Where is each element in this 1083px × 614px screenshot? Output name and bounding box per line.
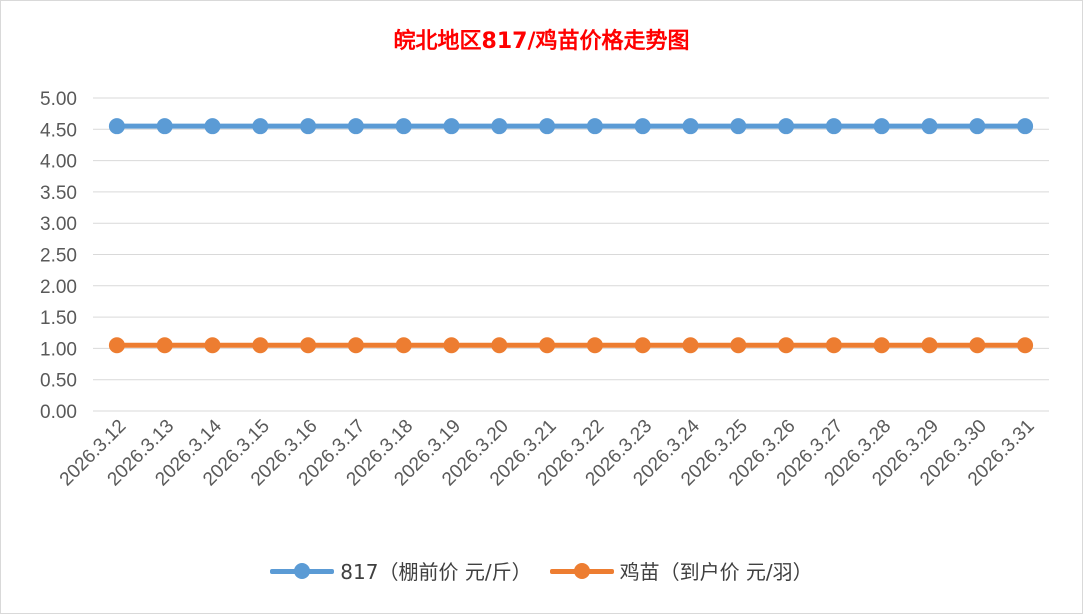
data-point bbox=[347, 337, 364, 354]
data-point bbox=[300, 118, 317, 135]
y-tick-label: 5.00 bbox=[40, 89, 77, 110]
data-point bbox=[300, 337, 317, 354]
legend-label-chick: 鸡苗（到户价 元/羽） bbox=[619, 560, 813, 584]
data-point bbox=[491, 118, 508, 135]
legend-item-817: 817（棚前价 元/斤） bbox=[270, 556, 532, 585]
data-point bbox=[586, 337, 603, 354]
legend-marker-chick bbox=[549, 559, 614, 583]
data-point bbox=[204, 118, 221, 135]
y-tick-label: 0.50 bbox=[40, 371, 77, 392]
data-point bbox=[1017, 118, 1034, 135]
data-point bbox=[443, 337, 460, 354]
y-tick-label: 1.00 bbox=[40, 339, 77, 360]
data-point bbox=[252, 337, 269, 354]
y-tick-label: 4.00 bbox=[40, 152, 77, 173]
data-point bbox=[1017, 337, 1034, 354]
data-point bbox=[347, 118, 364, 135]
legend-label-817: 817（棚前价 元/斤） bbox=[340, 560, 532, 584]
data-point bbox=[586, 118, 603, 135]
y-tick-label: 4.50 bbox=[40, 120, 77, 141]
legend-marker-817 bbox=[270, 559, 335, 583]
data-point bbox=[778, 118, 795, 135]
legend-item-chick: 鸡苗（到户价 元/羽） bbox=[549, 556, 813, 585]
data-point bbox=[156, 118, 173, 135]
data-point bbox=[921, 337, 938, 354]
legend: 817（棚前价 元/斤） 鸡苗（到户价 元/羽） bbox=[1, 556, 1082, 585]
data-point bbox=[156, 337, 173, 354]
data-point bbox=[539, 118, 556, 135]
y-tick-label: 3.50 bbox=[40, 183, 77, 204]
data-point bbox=[108, 118, 125, 135]
data-point bbox=[969, 337, 986, 354]
data-point bbox=[730, 337, 747, 354]
data-point bbox=[921, 118, 938, 135]
data-point bbox=[969, 118, 986, 135]
data-point bbox=[395, 118, 412, 135]
data-point bbox=[873, 337, 890, 354]
y-tick-label: 1.50 bbox=[40, 308, 77, 329]
data-point bbox=[682, 118, 699, 135]
y-tick-label: 0.00 bbox=[40, 402, 77, 423]
data-point bbox=[539, 337, 556, 354]
data-point bbox=[252, 118, 269, 135]
data-point bbox=[491, 337, 508, 354]
data-point bbox=[778, 337, 795, 354]
data-point bbox=[634, 118, 651, 135]
y-tick-label: 2.50 bbox=[40, 246, 77, 267]
data-point bbox=[634, 337, 651, 354]
data-point bbox=[825, 337, 842, 354]
data-point bbox=[204, 337, 221, 354]
data-point bbox=[873, 118, 890, 135]
y-tick-label: 2.00 bbox=[40, 277, 77, 298]
data-point bbox=[825, 118, 842, 135]
data-point bbox=[443, 118, 460, 135]
y-tick-label: 3.00 bbox=[40, 214, 77, 235]
data-point bbox=[682, 337, 699, 354]
data-point bbox=[730, 118, 747, 135]
data-point bbox=[108, 337, 125, 354]
data-point bbox=[395, 337, 412, 354]
chart-title: 皖北地区817/鸡苗价格走势图 bbox=[393, 29, 690, 54]
